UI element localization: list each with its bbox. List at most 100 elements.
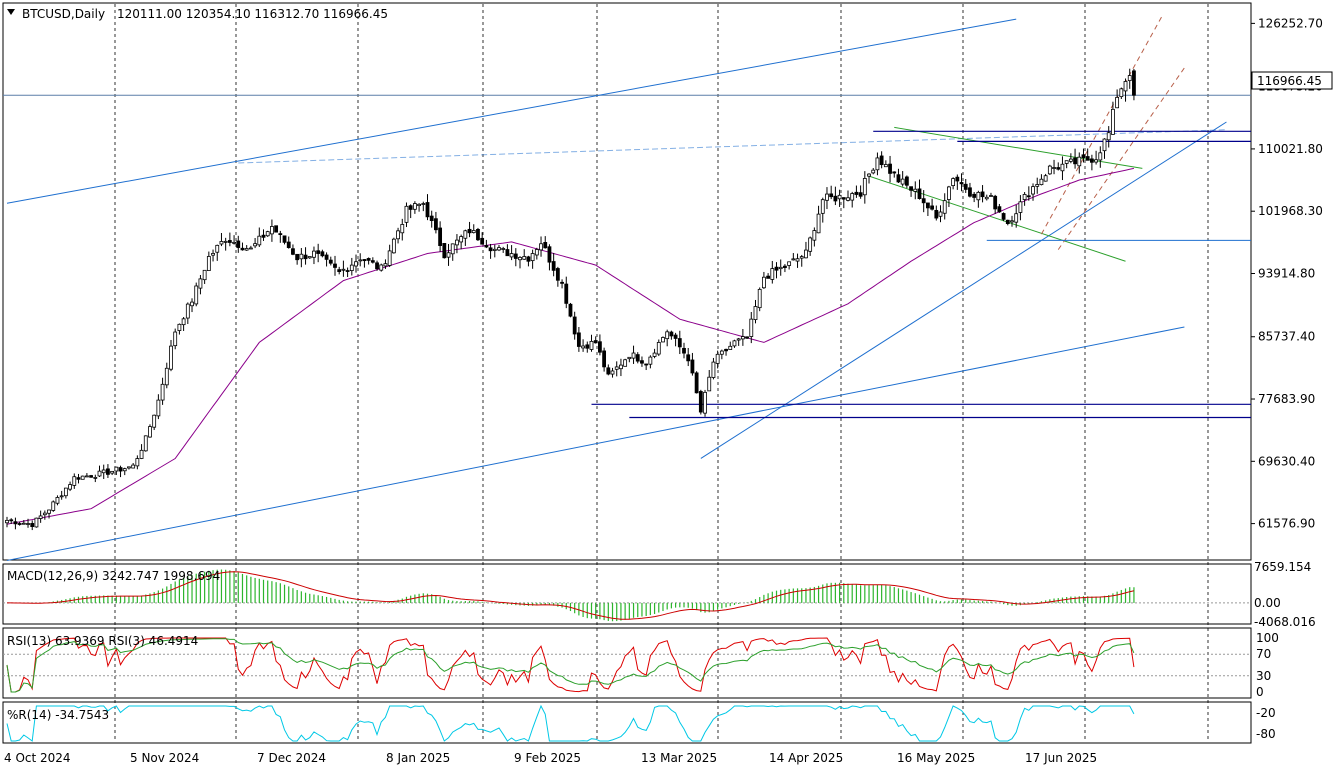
candle-bull bbox=[1119, 88, 1124, 98]
candle-bull bbox=[1014, 213, 1019, 223]
price-layer bbox=[3, 13, 1251, 562]
candle-bull bbox=[459, 236, 464, 243]
triangle-down-icon[interactable] bbox=[7, 9, 15, 15]
candle-bull bbox=[1031, 186, 1035, 195]
candle-bull bbox=[93, 477, 98, 479]
candle-bull bbox=[665, 331, 670, 340]
macd-tick-label: 7659.154 bbox=[1254, 560, 1311, 574]
rsi-layer bbox=[3, 637, 1251, 693]
candle-bear bbox=[89, 475, 93, 478]
candle-bull bbox=[795, 258, 800, 262]
candle-bull bbox=[808, 237, 813, 252]
candle-bull bbox=[72, 476, 77, 486]
moving-average-line bbox=[6, 167, 1135, 525]
candle-bear bbox=[774, 266, 779, 271]
candle-bear bbox=[1085, 156, 1090, 161]
candle-bear bbox=[30, 523, 35, 528]
candle-bull bbox=[354, 261, 358, 267]
candle-bear bbox=[13, 521, 18, 525]
candle-bull bbox=[778, 266, 783, 270]
candle-bear bbox=[543, 242, 548, 249]
candle-bull bbox=[396, 230, 400, 240]
candle-bear bbox=[560, 281, 564, 284]
candle-bear bbox=[366, 258, 371, 261]
candle-bull bbox=[455, 239, 459, 246]
candle-bull bbox=[265, 231, 270, 237]
symbol-label: BTCUSD,Daily bbox=[22, 7, 105, 21]
candle-bull bbox=[627, 356, 632, 360]
candle-bear bbox=[291, 248, 295, 255]
willr-label: %R(14) -34.7543 bbox=[7, 708, 109, 722]
rsi-label: RSI(13) 63.9369 RSI(3) 46.4914 bbox=[7, 634, 198, 648]
candle-bear bbox=[854, 191, 859, 195]
candle-bear bbox=[677, 338, 682, 348]
price-tick-label: 61576.90 bbox=[1258, 517, 1315, 531]
candle-bear bbox=[118, 467, 123, 472]
candle-bear bbox=[724, 348, 728, 352]
candle-bull bbox=[185, 303, 190, 319]
candle-bull bbox=[740, 336, 745, 340]
candle-bull bbox=[80, 475, 85, 480]
candle-bear bbox=[106, 468, 110, 475]
candle-bull bbox=[139, 449, 144, 459]
candle-bull bbox=[160, 383, 165, 401]
candle-bear bbox=[673, 334, 678, 339]
date-tick-label: 9 Feb 2025 bbox=[514, 751, 581, 765]
candle-bear bbox=[526, 256, 531, 262]
candle-bear bbox=[572, 316, 577, 335]
willr-layer bbox=[6, 704, 1135, 742]
candle-bear bbox=[286, 241, 291, 248]
candle-bear bbox=[278, 233, 283, 236]
candle-bull bbox=[202, 269, 207, 281]
axis-layer: 126252.70118075.20110021.80101968.309391… bbox=[4, 16, 1323, 765]
candle-bear bbox=[896, 174, 901, 183]
candle-bull bbox=[5, 519, 9, 524]
candle-bull bbox=[34, 517, 39, 528]
candle-bear bbox=[972, 193, 977, 198]
candle-bull bbox=[400, 224, 405, 234]
candle-bear bbox=[282, 235, 287, 243]
candle-bull bbox=[299, 253, 304, 260]
candle-bull bbox=[976, 191, 981, 201]
candle-bull bbox=[1043, 175, 1048, 182]
candle-bull bbox=[728, 345, 733, 350]
candle-bull bbox=[539, 243, 543, 251]
candle-bull bbox=[358, 259, 363, 262]
candle-bull bbox=[1111, 108, 1115, 135]
macd-tick-label: 0.00 bbox=[1254, 596, 1281, 610]
candle-bear bbox=[783, 265, 787, 269]
channel-line-upper bbox=[894, 126, 1143, 169]
candle-bull bbox=[253, 243, 257, 247]
candle-bull bbox=[122, 468, 127, 472]
candle-bull bbox=[1035, 184, 1040, 187]
candle-bull bbox=[51, 501, 56, 511]
ohlc-readout: 120111.00 120354.10 116312.70 116966.45 bbox=[117, 7, 388, 21]
candle-bull bbox=[110, 470, 115, 474]
channel-line-lower bbox=[868, 175, 1126, 262]
candle-bull bbox=[194, 285, 199, 305]
candle-bear bbox=[438, 227, 443, 246]
candle-bear bbox=[921, 198, 926, 204]
candle-bull bbox=[84, 475, 89, 478]
candle-bull bbox=[417, 203, 421, 207]
candle-bear bbox=[955, 176, 960, 182]
candle-bull bbox=[1068, 158, 1073, 162]
candle-bull bbox=[648, 356, 653, 365]
candle-bull bbox=[825, 193, 829, 201]
trendline bbox=[6, 18, 1017, 204]
candle-bear bbox=[434, 218, 438, 231]
macd-panel-frame bbox=[2, 563, 1252, 625]
date-tick-label: 16 May 2025 bbox=[897, 751, 975, 765]
candle-bear bbox=[640, 360, 644, 364]
candle-bull bbox=[850, 193, 855, 201]
macd-signal-line bbox=[7, 571, 1135, 620]
date-tick-label: 7 Dec 2024 bbox=[257, 751, 326, 765]
candle-bear bbox=[745, 336, 749, 339]
candle-bull bbox=[101, 469, 106, 474]
candle-bull bbox=[156, 399, 161, 417]
candle-bull bbox=[55, 497, 60, 504]
candle-bear bbox=[980, 191, 985, 198]
candle-bull bbox=[63, 487, 68, 497]
